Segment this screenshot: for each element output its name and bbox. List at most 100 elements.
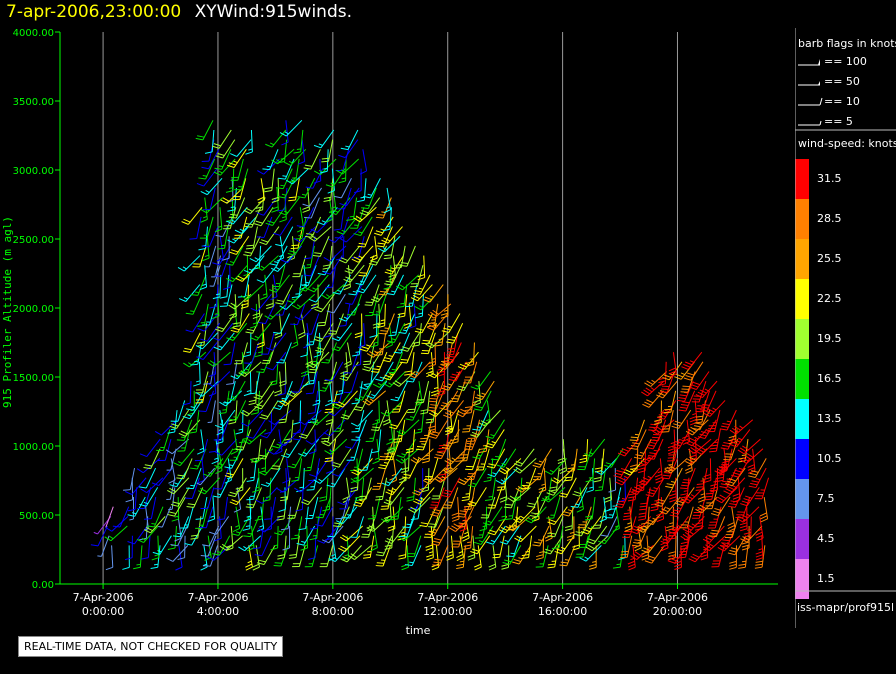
barb-half-flag — [196, 380, 201, 383]
wind-barb — [240, 400, 264, 417]
barb-staff — [252, 419, 266, 439]
barb-flag — [260, 296, 268, 300]
wind-barb — [245, 129, 253, 155]
barb-staff — [761, 545, 766, 568]
barb-half-flag — [284, 131, 289, 135]
barb-staff — [221, 313, 236, 332]
wind-barb — [255, 187, 265, 212]
barb-flag — [705, 495, 713, 498]
wind-barb — [224, 458, 244, 478]
barb-half-flag — [376, 365, 381, 368]
barb-flag — [265, 222, 273, 226]
barb-flag — [674, 376, 682, 380]
barb-flag — [453, 523, 461, 528]
barb-half-flag — [711, 533, 716, 537]
barb-staff — [133, 525, 148, 545]
barb-half-flag — [589, 451, 594, 455]
wind-barb — [354, 313, 363, 339]
barb-staff — [419, 274, 431, 295]
barb-flag — [321, 294, 328, 300]
wind-barb — [659, 496, 681, 515]
barb-half-flag — [402, 329, 407, 332]
barb-flag — [370, 260, 378, 264]
barb-staff — [687, 351, 703, 370]
barb-flag — [694, 528, 703, 531]
barb-staff — [292, 168, 309, 185]
barb-flag — [416, 445, 425, 448]
barb-staff — [202, 381, 208, 403]
barb-staff — [743, 506, 760, 523]
barb-staff — [609, 477, 613, 500]
barb-flag — [339, 536, 347, 542]
barb-flag — [451, 397, 459, 400]
barb-half-flag — [690, 494, 695, 498]
barb-staff — [593, 525, 608, 545]
barb-half-flag — [648, 546, 653, 549]
wind-barb — [129, 497, 135, 521]
barb-half-flag — [238, 428, 243, 431]
barb-flag — [722, 539, 730, 542]
barb-half-flag — [505, 467, 510, 471]
wind-barb — [427, 516, 446, 537]
barb-flag — [197, 325, 205, 327]
barb-flag — [333, 462, 341, 466]
barb-flag — [139, 503, 147, 507]
wind-barb — [295, 487, 304, 512]
barb-flag — [741, 500, 749, 504]
barb-half-flag — [158, 526, 163, 528]
barb-flag — [593, 476, 602, 480]
barb-flag — [275, 243, 283, 247]
barb-staff — [331, 535, 337, 558]
wind-barb — [225, 168, 235, 193]
wind-barb — [200, 322, 221, 342]
wind-barb — [308, 226, 332, 242]
barb-staff — [220, 419, 230, 441]
wind-barb — [406, 535, 422, 558]
barb-flag — [386, 269, 394, 273]
barb-flag — [240, 295, 248, 300]
barb-flag — [642, 477, 650, 481]
barb-staff — [219, 274, 222, 297]
barb-flag — [536, 554, 544, 558]
title-product-name: XYWind:915winds. — [194, 2, 353, 22]
barb-flag — [385, 499, 393, 503]
wind-barb — [388, 409, 409, 430]
barb-flag — [315, 349, 323, 353]
wind-barb — [226, 149, 247, 169]
wind-barb — [423, 467, 446, 485]
wind-barb — [361, 187, 377, 209]
barb-flag — [717, 546, 725, 552]
wind-barb — [492, 535, 505, 559]
barb-flag — [271, 467, 279, 470]
barb-flag — [251, 412, 259, 415]
barb-flag — [572, 493, 580, 497]
wind-barb — [381, 226, 403, 244]
barb-flag — [264, 187, 273, 190]
barb-flag — [298, 528, 306, 531]
barb-flag — [727, 485, 735, 491]
barb-flag — [689, 456, 697, 461]
wind-barb — [496, 448, 517, 468]
barb-flag — [182, 350, 191, 353]
wind-barb — [305, 323, 319, 346]
barb-flag — [482, 522, 491, 526]
barb-staff — [249, 429, 267, 445]
barb-staff — [134, 487, 138, 510]
barb-staff — [267, 467, 281, 487]
wind-barb — [211, 439, 219, 465]
barb-staff — [736, 429, 751, 448]
barb-flag — [331, 464, 340, 468]
wind-barb — [382, 400, 391, 426]
barb-flag — [457, 366, 465, 370]
barb-half-flag — [755, 478, 761, 481]
barb-flag — [687, 458, 695, 463]
barb-staff — [253, 458, 257, 481]
wind-barb — [274, 516, 294, 536]
barb-flag — [402, 476, 410, 479]
barb-flag — [673, 443, 681, 447]
wind-barb — [280, 245, 303, 264]
barb-flag — [290, 537, 299, 540]
barb-half-flag — [458, 551, 463, 554]
barb-staff — [332, 168, 346, 188]
barb-flag — [624, 525, 632, 529]
